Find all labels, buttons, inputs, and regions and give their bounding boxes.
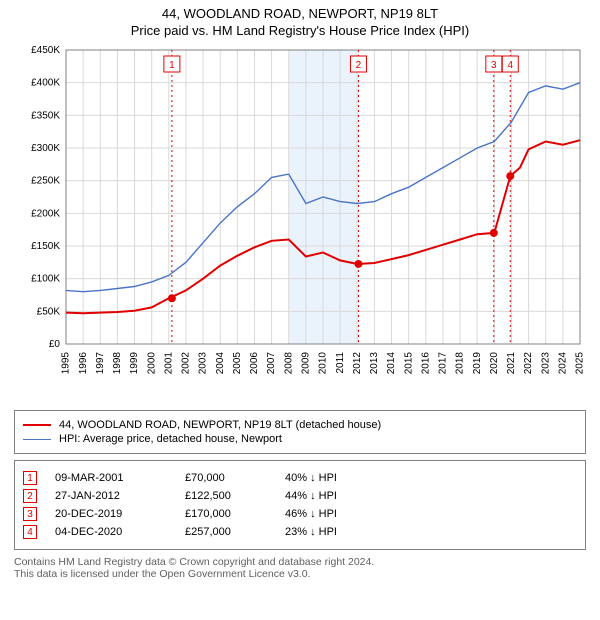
x-tick-label: 2005 bbox=[232, 352, 243, 375]
sale-row: 1 09-MAR-2001£70,00040% ↓ HPI bbox=[23, 471, 577, 485]
sale-row: 4 04-DEC-2020£257,00023% ↓ HPI bbox=[23, 525, 577, 539]
x-tick-label: 2023 bbox=[540, 352, 551, 375]
x-tick-label: 2025 bbox=[575, 352, 586, 375]
chart-svg: £0 £50K £100K £150K £200K £250K £300K £350K £400… bbox=[14, 44, 586, 404]
sale-point bbox=[168, 294, 176, 302]
x-tick-label: 2024 bbox=[558, 352, 569, 375]
x-tick-label: 1998 bbox=[112, 352, 123, 375]
sale-number-badge: 2 bbox=[23, 489, 37, 503]
footnote-line-2: This data is licensed under the Open Gov… bbox=[14, 568, 586, 580]
sale-delta: 40% ↓ HPI bbox=[285, 472, 385, 484]
sale-date: 04-DEC-2020 bbox=[55, 526, 185, 538]
y-tick-label: £0 bbox=[49, 339, 61, 350]
sale-price: £122,500 bbox=[185, 490, 285, 502]
chart-title: 44, WOODLAND ROAD, NEWPORT, NP19 8LT Pri… bbox=[0, 0, 600, 40]
legend-label: 44, WOODLAND ROAD, NEWPORT, NP19 8LT (de… bbox=[59, 419, 381, 431]
x-tick-label: 2002 bbox=[181, 352, 192, 375]
y-tick-label: £50K bbox=[37, 306, 61, 317]
y-tick-label: £300K bbox=[31, 143, 60, 154]
sale-delta: 23% ↓ HPI bbox=[285, 526, 385, 538]
y-tick-label: £150K bbox=[31, 241, 60, 252]
title-line-1: 44, WOODLAND ROAD, NEWPORT, NP19 8LT bbox=[0, 6, 600, 21]
sale-price: £170,000 bbox=[185, 508, 285, 520]
legend-item: 44, WOODLAND ROAD, NEWPORT, NP19 8LT (de… bbox=[23, 419, 577, 431]
x-tick-label: 2010 bbox=[318, 352, 329, 375]
x-tick-label: 1995 bbox=[61, 352, 72, 375]
x-tick-label: 2006 bbox=[249, 352, 260, 375]
x-tick-label: 2021 bbox=[506, 352, 517, 375]
y-tick-label: £450K bbox=[31, 45, 60, 56]
footnote-line-1: Contains HM Land Registry data © Crown c… bbox=[14, 556, 586, 568]
x-tick-label: 2004 bbox=[215, 352, 226, 375]
chart: £0 £50K £100K £150K £200K £250K £300K £350K £400… bbox=[14, 44, 586, 404]
x-tick-label: 2012 bbox=[352, 352, 363, 375]
sale-delta: 44% ↓ HPI bbox=[285, 490, 385, 502]
x-tick-label: 2011 bbox=[335, 352, 346, 374]
title-line-2: Price paid vs. HM Land Registry's House … bbox=[0, 23, 600, 38]
sale-price: £257,000 bbox=[185, 526, 285, 538]
x-tick-label: 2022 bbox=[523, 352, 534, 375]
sale-point bbox=[490, 229, 498, 237]
sale-row: 3 20-DEC-2019£170,00046% ↓ HPI bbox=[23, 507, 577, 521]
y-tick-label: £250K bbox=[31, 176, 60, 187]
y-tick-label: £400K bbox=[31, 78, 60, 89]
sale-point bbox=[506, 172, 514, 180]
sale-marker-label: 2 bbox=[356, 60, 362, 71]
sale-delta: 46% ↓ HPI bbox=[285, 508, 385, 520]
sale-marker-label: 3 bbox=[491, 60, 497, 71]
legend-swatch bbox=[23, 424, 51, 426]
page: 44, WOODLAND ROAD, NEWPORT, NP19 8LT Pri… bbox=[0, 0, 600, 580]
sale-price: £70,000 bbox=[185, 472, 285, 484]
sale-date: 09-MAR-2001 bbox=[55, 472, 185, 484]
sale-marker-label: 1 bbox=[169, 60, 175, 71]
sale-point bbox=[354, 260, 362, 268]
y-tick-label: £100K bbox=[31, 274, 60, 285]
x-tick-label: 2009 bbox=[301, 352, 312, 375]
x-tick-label: 2015 bbox=[403, 352, 414, 375]
x-tick-label: 2000 bbox=[146, 352, 157, 375]
x-tick-label: 2003 bbox=[198, 352, 209, 375]
x-tick-label: 2007 bbox=[266, 352, 277, 375]
sale-row: 2 27-JAN-2012£122,50044% ↓ HPI bbox=[23, 489, 577, 503]
x-tick-label: 1997 bbox=[95, 352, 106, 375]
x-tick-label: 2020 bbox=[489, 352, 500, 375]
x-tick-label: 2013 bbox=[369, 352, 380, 375]
x-tick-label: 2014 bbox=[386, 352, 397, 375]
x-tick-label: 2018 bbox=[455, 352, 466, 375]
sale-date: 27-JAN-2012 bbox=[55, 490, 185, 502]
footnote: Contains HM Land Registry data © Crown c… bbox=[14, 556, 586, 580]
legend-label: HPI: Average price, detached house, Newp… bbox=[59, 433, 282, 445]
sale-number-badge: 1 bbox=[23, 471, 37, 485]
x-tick-label: 2008 bbox=[283, 352, 294, 375]
x-tick-label: 2017 bbox=[438, 352, 449, 375]
y-tick-label: £350K bbox=[31, 110, 60, 121]
legend-item: HPI: Average price, detached house, Newp… bbox=[23, 433, 577, 445]
x-tick-label: 2016 bbox=[420, 352, 431, 375]
x-tick-label: 2001 bbox=[163, 352, 174, 375]
x-tick-label: 1996 bbox=[78, 352, 89, 375]
legend: 44, WOODLAND ROAD, NEWPORT, NP19 8LT (de… bbox=[14, 410, 586, 454]
legend-swatch bbox=[23, 439, 51, 440]
sales-table: 1 09-MAR-2001£70,00040% ↓ HPI 2 27-JAN-2012… bbox=[14, 460, 586, 550]
sale-date: 20-DEC-2019 bbox=[55, 508, 185, 520]
y-tick-label: £200K bbox=[31, 208, 60, 219]
x-tick-label: 2019 bbox=[472, 352, 483, 375]
sale-number-badge: 4 bbox=[23, 525, 37, 539]
sale-marker-label: 4 bbox=[507, 60, 513, 71]
x-tick-label: 1999 bbox=[129, 352, 140, 375]
sale-number-badge: 3 bbox=[23, 507, 37, 521]
